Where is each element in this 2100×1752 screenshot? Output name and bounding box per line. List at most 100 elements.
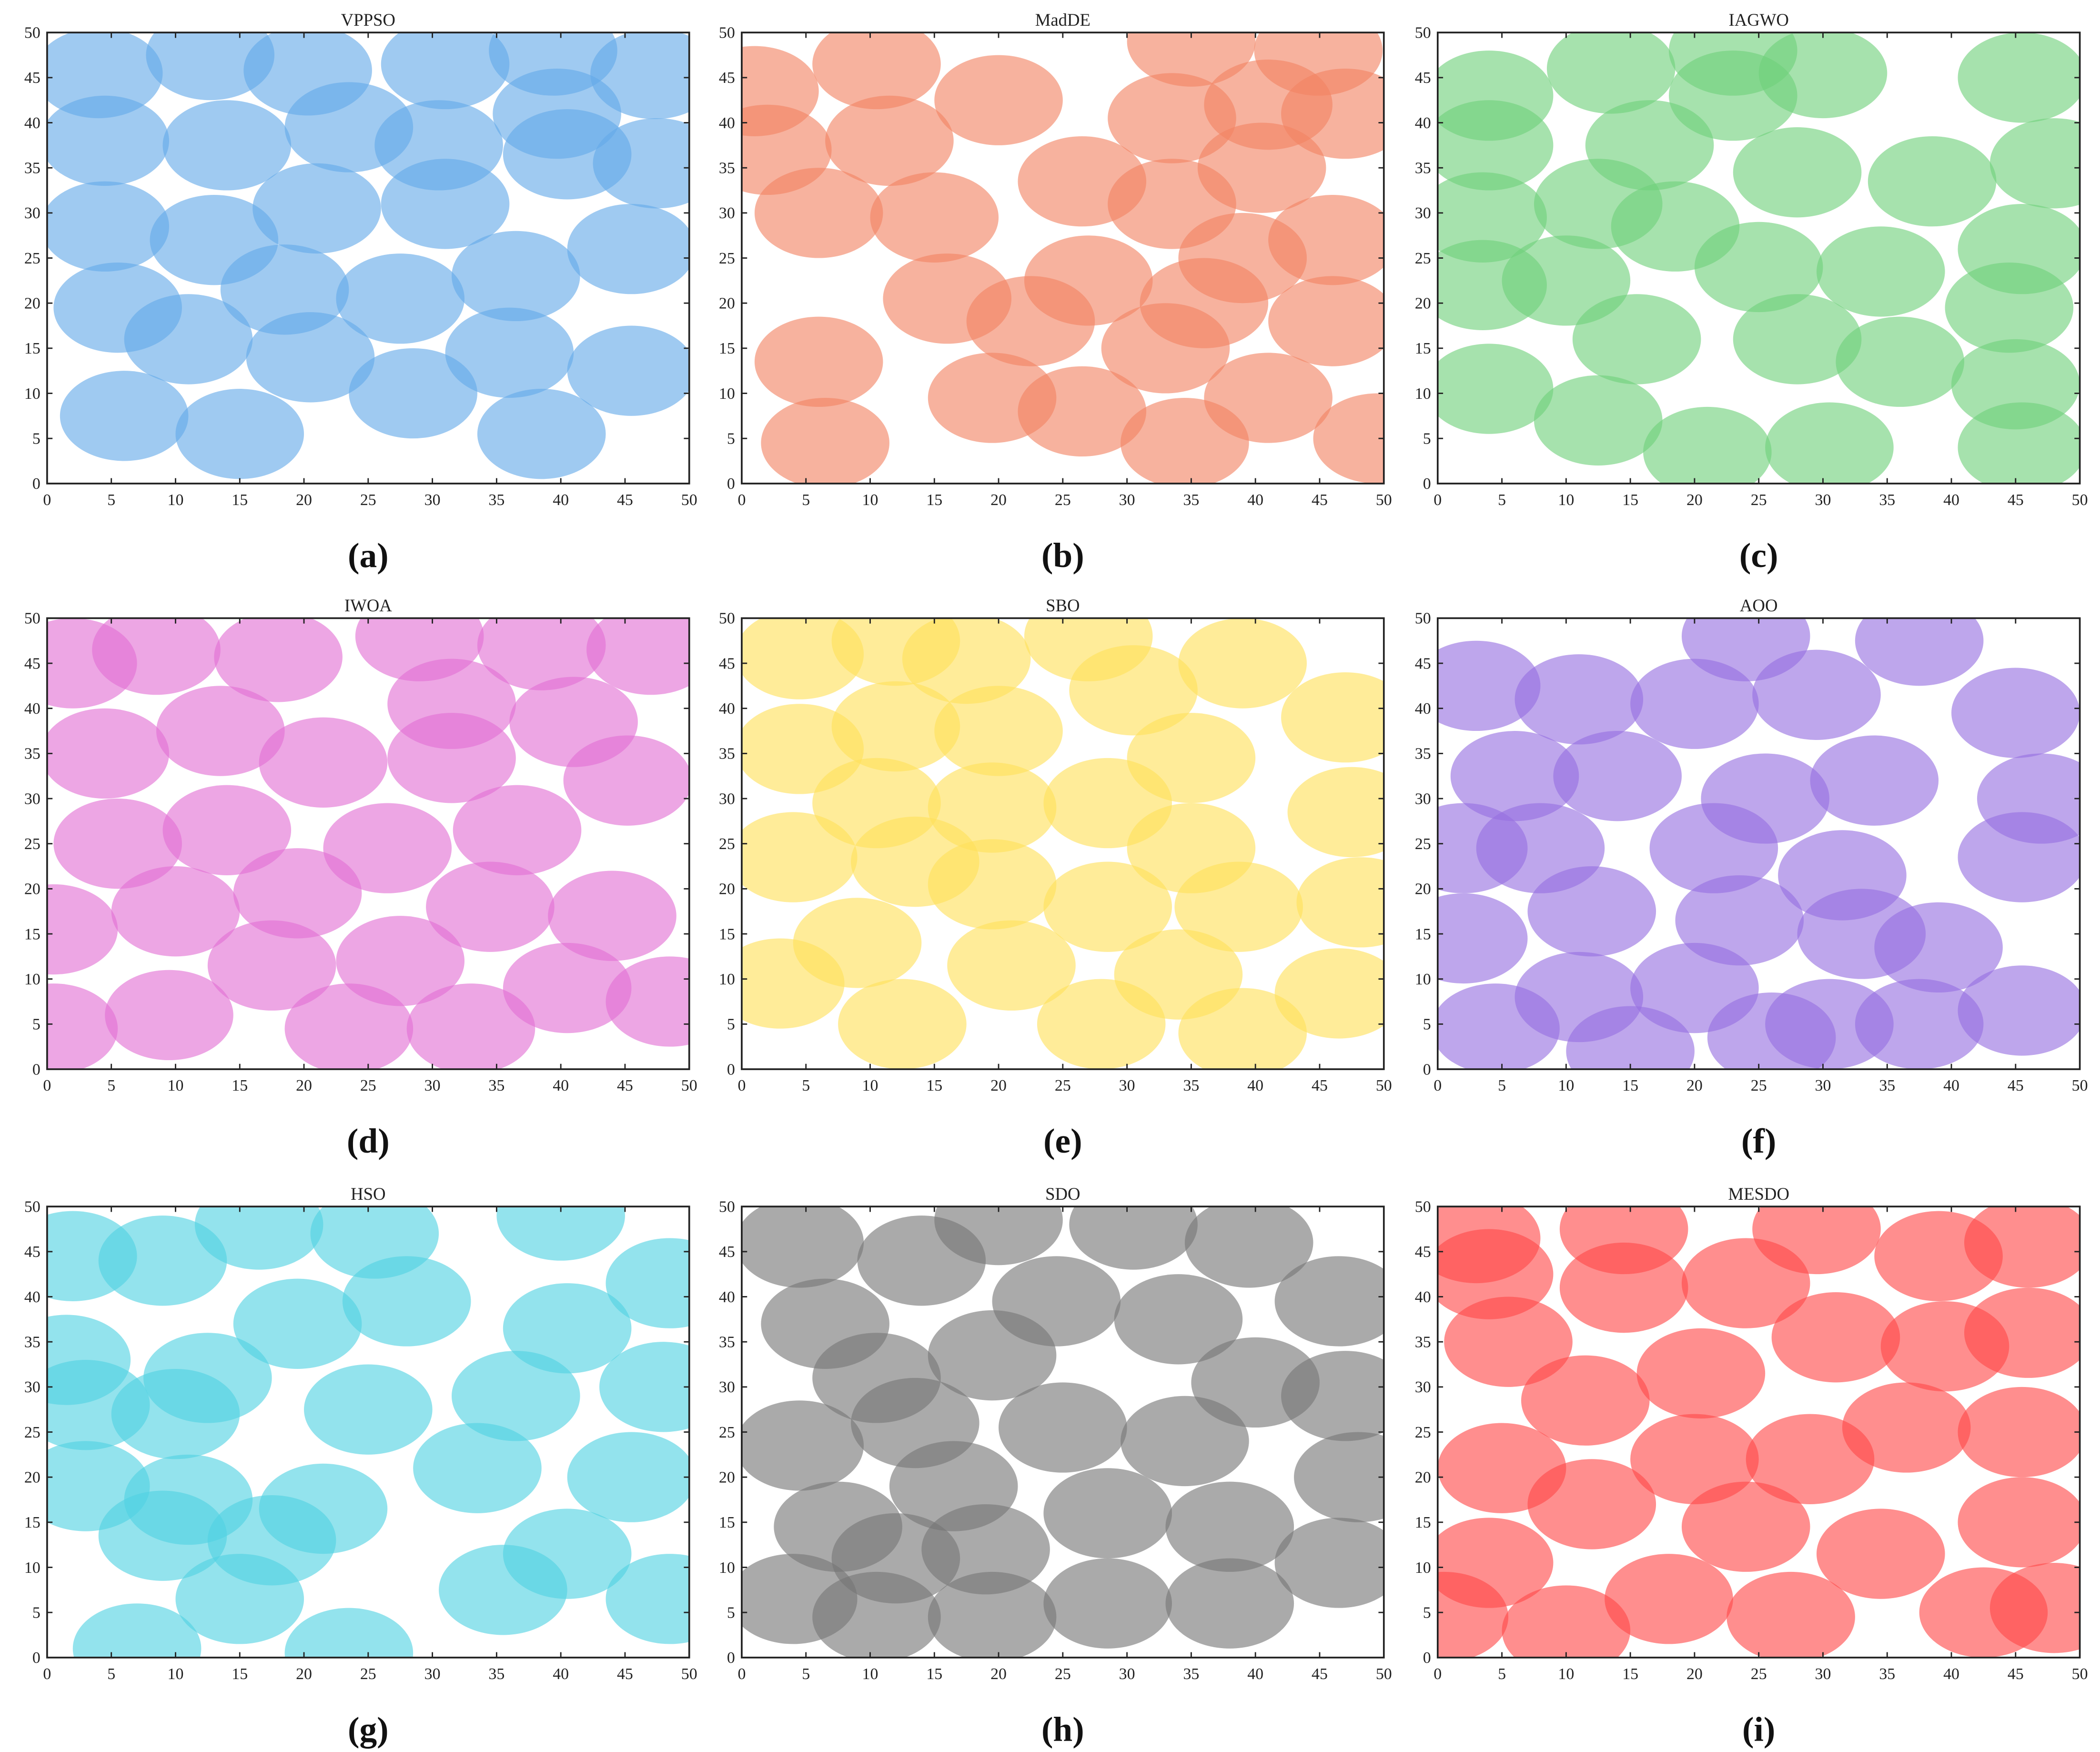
y-tick-label: 45 [1415, 655, 1431, 672]
markers [741, 32, 1384, 484]
y-tick-label: 45 [719, 69, 735, 87]
y-tick-label: 0 [727, 1061, 735, 1078]
y-tick-label: 5 [32, 1016, 40, 1033]
y-tick-label: 50 [719, 610, 735, 628]
circle-marker [259, 717, 388, 808]
y-tick-label: 45 [24, 1243, 40, 1261]
chart-title: AOO [1740, 596, 1778, 615]
circle-marker [336, 253, 464, 344]
x-tick-label: 35 [1183, 491, 1199, 509]
y-tick-label: 10 [719, 1559, 735, 1577]
circle-marker [1121, 1396, 1249, 1487]
x-tick-label: 5 [1498, 491, 1506, 509]
x-tick-label: 5 [802, 491, 810, 509]
x-tick-label: 10 [1558, 1077, 1574, 1094]
circle-marker [98, 1490, 227, 1581]
y-tick-label: 30 [719, 790, 735, 808]
x-tick-label: 30 [424, 1665, 441, 1683]
circle-marker [812, 1571, 941, 1658]
circle-marker [1274, 948, 1384, 1039]
x-tick-label: 0 [43, 491, 51, 509]
circle-marker [111, 866, 240, 957]
x-tick-label: 35 [1879, 491, 1895, 509]
x-tick-label: 5 [107, 491, 115, 509]
circle-marker [606, 1554, 689, 1644]
circle-marker [831, 681, 960, 772]
x-tick-label: 50 [2072, 1077, 2088, 1094]
circle-marker [1437, 172, 1547, 263]
y-tick-label: 10 [1415, 385, 1431, 403]
x-tick-label: 25 [360, 1665, 376, 1683]
y-tick-label: 30 [1415, 790, 1431, 808]
x-tick-label: 50 [681, 491, 697, 509]
circle-marker [477, 618, 606, 690]
y-tick-label: 5 [727, 1604, 735, 1621]
circle-marker [47, 95, 169, 186]
circle-marker [1101, 303, 1230, 394]
circle-marker [1707, 992, 1836, 1069]
circle-marker [1989, 1563, 2080, 1653]
x-tick-label: 50 [1376, 1077, 1392, 1094]
circle-marker [1958, 402, 2080, 484]
panel-caption: (e) [1043, 1122, 1082, 1160]
x-tick-label: 10 [862, 491, 878, 509]
x-tick-label: 25 [1055, 1665, 1071, 1683]
circle-marker [1174, 861, 1303, 952]
circle-marker [934, 686, 1063, 776]
x-tick-label: 40 [553, 1665, 569, 1683]
circle-marker [599, 1342, 689, 1432]
x-tick-label: 20 [296, 1665, 312, 1683]
circle-marker [1605, 1554, 1733, 1644]
x-tick-label: 45 [2008, 1665, 2024, 1683]
x-tick-label: 5 [1498, 1665, 1506, 1683]
circle-marker [1450, 731, 1579, 821]
y-tick-label: 0 [727, 475, 735, 493]
y-tick-label: 35 [24, 745, 40, 763]
circle-marker [1287, 767, 1384, 858]
y-tick-label: 10 [719, 385, 735, 403]
y-tick-label: 0 [727, 1649, 735, 1667]
circle-marker [452, 1351, 580, 1441]
circle-marker [1572, 294, 1701, 385]
x-tick-label: 15 [926, 1077, 942, 1094]
y-tick-label: 15 [719, 925, 735, 943]
subplot: 0 5 10 15 20 25 30 35 40 45 50 0 5 10 15 20 25 30 35 40 45 50… [24, 1184, 697, 1749]
circle-marker [304, 1364, 433, 1455]
circle-marker [1733, 294, 1862, 385]
y-tick-label: 35 [719, 745, 735, 763]
y-tick-label: 25 [1415, 835, 1431, 853]
y-tick-label: 20 [24, 881, 40, 898]
markers [1437, 1206, 2080, 1658]
circle-marker [252, 163, 381, 254]
circle-marker [72, 1603, 202, 1658]
circle-marker [1184, 1206, 1313, 1288]
x-tick-label: 50 [1376, 491, 1392, 509]
circle-marker [947, 920, 1076, 1011]
x-tick-label: 0 [43, 1665, 51, 1683]
circle-marker [349, 348, 477, 439]
panel-caption: (f) [1741, 1122, 1776, 1160]
circle-marker [1649, 803, 1778, 893]
y-tick-label: 45 [1415, 69, 1431, 87]
chart-title: MadDE [1035, 10, 1090, 30]
circle-marker [1836, 316, 1965, 407]
markers [47, 1206, 689, 1658]
circle-marker [439, 1545, 567, 1635]
circle-marker [1817, 226, 1945, 317]
y-tick-label: 30 [24, 790, 40, 808]
circle-marker [1527, 866, 1656, 957]
circle-marker [503, 1283, 632, 1374]
chart-title: SBO [1046, 596, 1080, 615]
circle-marker [1842, 1382, 1971, 1473]
x-tick-label: 30 [424, 1077, 441, 1094]
y-tick-label: 50 [1415, 610, 1431, 628]
circle-marker [323, 803, 452, 893]
circle-marker [1527, 1459, 1656, 1549]
y-tick-label: 15 [1415, 340, 1431, 357]
circle-marker [1069, 645, 1198, 736]
circle-marker [1752, 649, 1881, 740]
x-tick-label: 40 [1247, 1665, 1263, 1683]
x-tick-label: 0 [737, 1077, 746, 1094]
x-tick-label: 20 [1686, 1665, 1703, 1683]
chart-title: IWOA [344, 596, 392, 615]
